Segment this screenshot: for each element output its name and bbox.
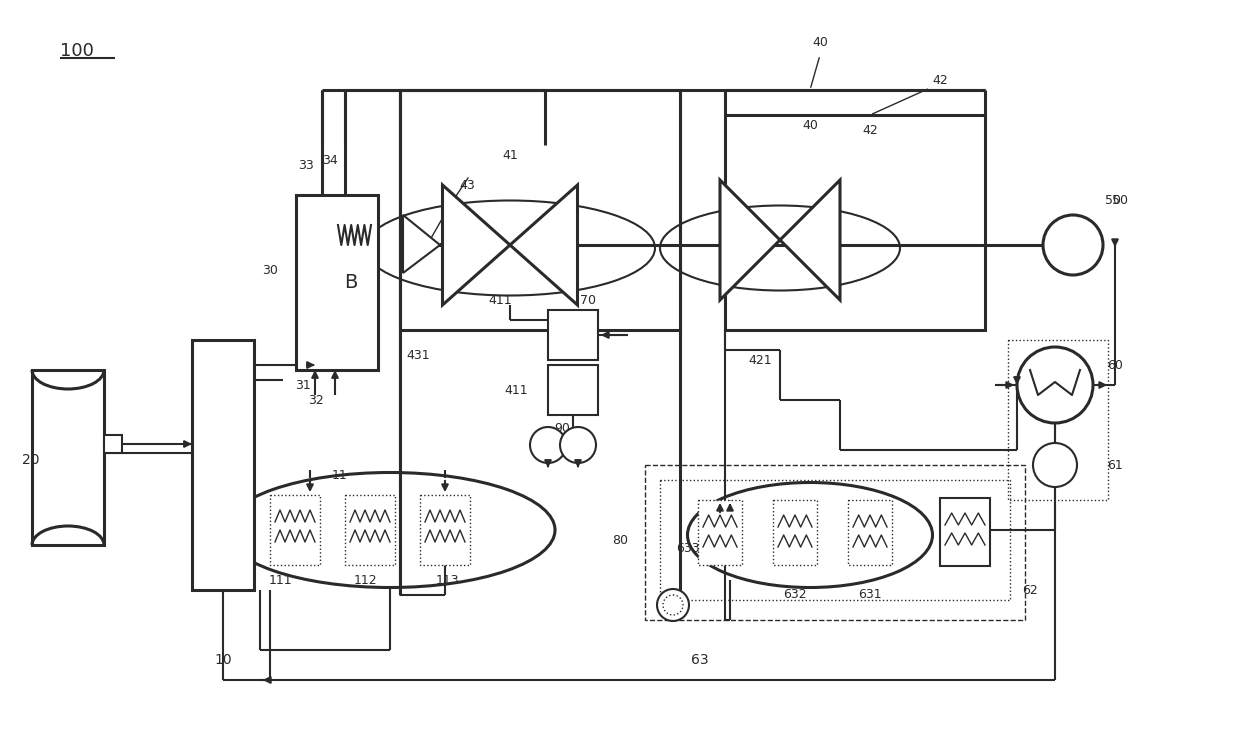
Text: 43: 43 — [459, 178, 475, 191]
Text: 41: 41 — [502, 148, 518, 161]
Text: 42: 42 — [932, 74, 947, 87]
Bar — [104, 435, 122, 453]
Text: 70: 70 — [580, 294, 596, 306]
Circle shape — [1043, 215, 1104, 275]
Text: G: G — [1068, 237, 1079, 252]
Text: 111: 111 — [268, 574, 291, 587]
Text: 34: 34 — [322, 154, 337, 166]
Circle shape — [1017, 347, 1092, 423]
Text: 63: 63 — [691, 653, 709, 667]
Text: 421: 421 — [748, 353, 771, 367]
Text: 113: 113 — [435, 574, 459, 587]
Text: 50: 50 — [1105, 194, 1121, 206]
Bar — [401, 90, 680, 330]
Text: 633: 633 — [676, 541, 699, 554]
Text: 60: 60 — [1107, 358, 1123, 371]
Text: 31: 31 — [295, 379, 311, 392]
Text: 40: 40 — [802, 118, 818, 132]
Text: 631: 631 — [858, 589, 882, 602]
Circle shape — [1033, 443, 1078, 487]
Polygon shape — [443, 185, 510, 305]
Bar — [548, 310, 598, 360]
Text: 80: 80 — [613, 533, 627, 547]
Text: 42: 42 — [862, 123, 878, 136]
Bar — [296, 195, 378, 370]
Polygon shape — [780, 180, 839, 300]
Text: 11: 11 — [332, 468, 348, 481]
Circle shape — [529, 427, 565, 463]
Bar — [940, 498, 990, 566]
Bar — [848, 500, 892, 565]
Text: 61: 61 — [1107, 459, 1123, 471]
Text: 632: 632 — [784, 589, 807, 602]
Bar — [270, 495, 320, 565]
Bar — [32, 370, 104, 545]
Bar — [420, 495, 470, 565]
Text: 62: 62 — [1022, 584, 1038, 596]
Text: 90: 90 — [554, 422, 570, 434]
Polygon shape — [403, 215, 440, 273]
Bar — [345, 495, 396, 565]
Text: 411: 411 — [489, 294, 512, 306]
Bar — [548, 365, 598, 415]
Text: 33: 33 — [298, 158, 314, 172]
Bar — [660, 480, 1011, 600]
Circle shape — [560, 427, 596, 463]
Bar — [698, 500, 742, 565]
Ellipse shape — [687, 483, 932, 587]
Text: B: B — [345, 273, 357, 292]
Text: 30: 30 — [262, 264, 278, 276]
Circle shape — [657, 589, 689, 621]
Bar — [773, 500, 817, 565]
Bar — [192, 340, 254, 590]
Text: 20: 20 — [22, 453, 40, 467]
Text: 634: 634 — [660, 592, 683, 605]
Polygon shape — [510, 185, 578, 305]
Text: 40: 40 — [812, 35, 828, 48]
Ellipse shape — [224, 472, 556, 587]
Text: 50: 50 — [1112, 194, 1128, 206]
Text: 411: 411 — [505, 383, 528, 397]
Text: 100: 100 — [60, 42, 94, 60]
Bar — [1008, 340, 1109, 500]
Bar — [725, 115, 985, 330]
Text: 10: 10 — [215, 653, 232, 667]
Text: 431: 431 — [407, 349, 430, 361]
Bar — [645, 465, 1025, 620]
Text: 32: 32 — [308, 394, 324, 407]
Polygon shape — [720, 180, 780, 300]
Text: 112: 112 — [353, 574, 377, 587]
